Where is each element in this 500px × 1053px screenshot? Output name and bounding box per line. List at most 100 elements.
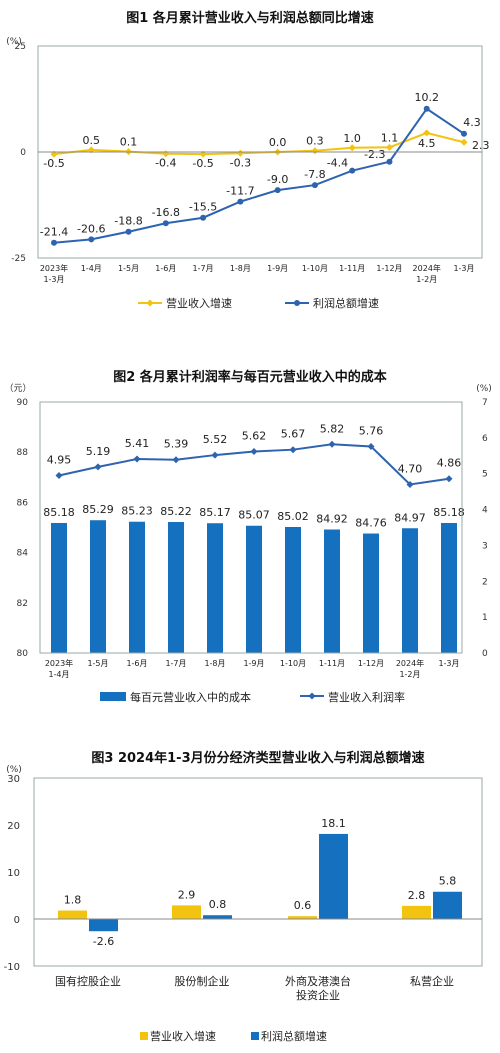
chart1-profit-value-label: -16.8 <box>152 206 180 219</box>
chart2-profit-rate-point <box>211 451 219 459</box>
chart1-x-tick-label: 1-12月 <box>376 264 402 273</box>
chart2-left-tick-label: 86 <box>17 498 29 508</box>
chart2-profit-rate-value-label: 5.62 <box>242 429 267 442</box>
chart2-cost-value-label: 85.02 <box>277 510 309 523</box>
chart2-profit-rate-value-label: 4.95 <box>47 454 72 467</box>
chart1-x-tick-label: 1-10月 <box>302 264 328 273</box>
chart2-legend-cost-label: 每百元营业收入中的成本 <box>130 690 251 704</box>
chart2-cost-value-label: 85.18 <box>433 506 465 519</box>
chart1-x-tick-label: 1-4月 <box>81 264 102 273</box>
chart1-revenue-value-label: 0.1 <box>120 136 138 149</box>
chart3-y-tick-label: 30 <box>7 774 20 785</box>
chart2-left-tick-label: 82 <box>17 599 28 609</box>
chart2-cost-value-label: 85.18 <box>43 506 75 519</box>
chart2-profit-rate-value-label: 5.82 <box>320 422 345 435</box>
chart1-x-tick-label: 1-6月 <box>155 264 176 273</box>
chart2-right-tick-label: 2 <box>482 577 488 587</box>
chart1-x-tick-label: 2024年 <box>413 263 441 273</box>
chart1-revenue-value-label: -0.5 <box>192 157 213 170</box>
chart1-legend-revenue-label: 营业收入增速 <box>166 296 232 310</box>
chart2-right-tick-label: 7 <box>482 398 488 408</box>
chart2-title: 图2 各月累计利润率与每百元营业收入中的成本 <box>113 369 387 385</box>
chart2-profit-rate-value-label: 5.39 <box>164 438 189 451</box>
chart2-x-tick-label: 1-6月 <box>126 659 147 668</box>
chart2-x-tick-label: 2023年 <box>45 658 73 668</box>
chart3-profit-value-label: -2.6 <box>93 935 114 948</box>
chart1-revenue-value-label: -0.5 <box>43 157 64 170</box>
chart2-x-tick-label: 2024年 <box>396 658 424 668</box>
chart1-x-tick-label: 1-9月 <box>267 264 288 273</box>
chart1-revenue-value-label: 4.5 <box>418 137 436 150</box>
chart3-profit-value-label: 18.1 <box>321 817 346 830</box>
chart3-plot-frame <box>33 777 483 967</box>
chart2-x-tick-label: 1-8月 <box>204 659 225 668</box>
chart1-profit-growth-line <box>53 107 465 244</box>
chart2-profit-rate-point <box>250 447 258 455</box>
chart2-cost-bar <box>129 521 145 653</box>
chart2-left-tick-label: 88 <box>17 448 29 458</box>
chart2-cost-bar <box>285 526 301 653</box>
chart2-profit-rate-point <box>328 440 336 448</box>
chart1-revenue-point <box>348 144 356 152</box>
chart2-left-tick-label: 84 <box>17 549 29 559</box>
chart1-profit-value-label: -9.0 <box>267 173 288 186</box>
chart3-title: 图3 2024年1-3月份分经济类型营业收入与利润总额增速 <box>91 750 424 766</box>
chart2-x-tick-label: 1-4月 <box>48 670 69 679</box>
chart3-y-tick-label: 10 <box>7 868 20 879</box>
chart3-revenue-value-label: 0.6 <box>294 899 312 912</box>
chart1-revenue-value-label: 1.1 <box>381 131 399 144</box>
chart3-legend-profit-swatch <box>251 1032 259 1040</box>
chart1-profit-point <box>51 239 57 246</box>
chart1-profit-value-label: -2.3 <box>364 148 385 161</box>
chart2-cost-value-label: 85.17 <box>199 506 231 519</box>
chart1-revenue-point <box>311 147 319 155</box>
chart1-revenue-value-label: 2.3 <box>472 139 490 152</box>
chart2-profit-rate-value-label: 5.52 <box>203 433 228 446</box>
chart2-cost-bar <box>441 522 457 653</box>
chart1-profit-value-label: -18.8 <box>114 215 142 228</box>
chart2-cost-bar <box>324 529 340 653</box>
chart2-legend-rate-label: 营业收入利润率 <box>328 690 405 704</box>
chart1-revenue-value-label: 0.3 <box>306 135 324 148</box>
chart2-cost-bar <box>402 528 418 653</box>
chart2-right-tick-label: 0 <box>482 649 488 659</box>
chart1-profit-point <box>311 182 318 189</box>
chart1-profit-value-label: -4.4 <box>327 157 348 170</box>
chart1-profit-point <box>274 187 281 194</box>
chart1-x-tick-label: 1-5月 <box>118 264 139 273</box>
chart2-x-tick-label: 1-10月 <box>280 659 306 668</box>
chart2-legend-rate-marker <box>308 692 316 700</box>
chart1-legend-revenue-marker <box>146 299 154 307</box>
chart3-profit-value-label: 0.8 <box>209 898 227 911</box>
chart2-profit-rate-point <box>94 463 102 471</box>
chart1-legend-profit-marker <box>294 300 300 306</box>
chart2-cost-value-label: 85.07 <box>238 509 270 522</box>
chart3-revenue-bar <box>288 916 317 919</box>
chart2-plot-frame <box>39 401 463 654</box>
chart1-profit-point <box>386 158 393 165</box>
chart1-revenue-value-label: -0.3 <box>230 156 251 169</box>
chart3-x-tick-label: 投资企业 <box>296 988 340 1002</box>
chart2-cost-bar <box>246 525 262 653</box>
chart1-x-tick-label: 1-3月 <box>43 275 64 284</box>
chart1-profit-value-label: -21.4 <box>40 226 68 239</box>
chart3-profit-bar <box>433 891 462 919</box>
chart2-right-tick-label: 1 <box>482 613 488 623</box>
chart3-revenue-value-label: 1.8 <box>64 894 82 907</box>
chart1-profit-value-label: -7.8 <box>304 168 325 181</box>
chart3-y-tick-label: 20 <box>7 821 20 832</box>
chart2-left-tick-label: 90 <box>17 398 29 408</box>
chart2-x-tick-label: 1-3月 <box>438 659 459 668</box>
chart3-revenue-bar <box>172 905 201 919</box>
chart3-x-tick-label: 国有控股企业 <box>55 974 121 988</box>
chart1-revenue-growth-line <box>53 131 465 156</box>
chart1-legend-profit-label: 利润总额增速 <box>313 296 379 310</box>
chart2-cost-bar <box>51 522 67 653</box>
chart2-profit-rate-point <box>133 455 141 463</box>
chart3-x-tick-label: 私营企业 <box>410 974 454 988</box>
chart2-left-unit: （元） <box>4 383 31 394</box>
chart2-x-tick-label: 1-9月 <box>243 659 264 668</box>
chart1-revenue-value-label: 1.0 <box>343 132 361 145</box>
chart2-x-tick-label: 1-12月 <box>358 659 384 668</box>
chart2-cost-value-label: 85.29 <box>82 503 114 516</box>
